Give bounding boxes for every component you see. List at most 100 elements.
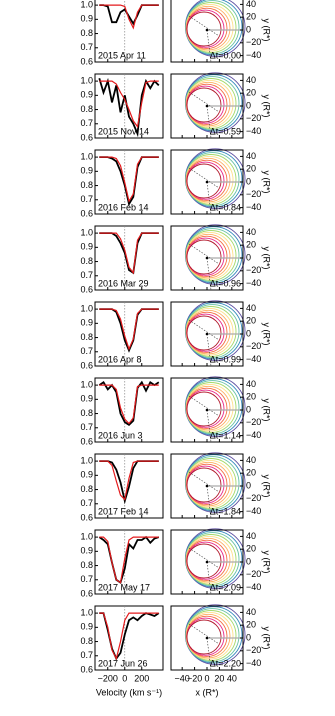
time-label: Δt=0.99 — [210, 354, 241, 364]
y-tick-label: 40 — [246, 303, 256, 313]
y-tick-label: −40 — [246, 430, 261, 440]
y-tick-label: 40 — [246, 531, 256, 541]
direction-line — [206, 637, 212, 671]
y-tick-label: 0 — [246, 100, 251, 110]
observed-line — [99, 156, 159, 207]
x-axis-title: Velocity (km s⁻¹) — [96, 687, 162, 697]
panel-frame — [94, 377, 164, 443]
time-label: Δt=1.84 — [210, 506, 241, 516]
y-tick-label: 0.9 — [80, 166, 93, 176]
date-label: 2016 Mar 29 — [98, 278, 149, 288]
direction-line — [188, 15, 220, 37]
model-line — [99, 4, 159, 30]
star-position — [205, 636, 209, 640]
date-label: 2015 Apr 11 — [98, 50, 146, 60]
model-line — [99, 232, 159, 275]
panel-frame — [94, 529, 164, 595]
y-tick-label: 1.0 — [80, 455, 93, 465]
y-tick-label: −20 — [246, 189, 261, 199]
y-tick-label: 0.9 — [80, 546, 93, 556]
y-tick-label: 0.6 — [80, 284, 93, 294]
direction-line — [188, 547, 220, 569]
direction-line — [188, 623, 220, 645]
panel-frame — [94, 149, 164, 215]
y-tick-label: 1.0 — [80, 531, 93, 541]
y-axis-title: y (R*) — [262, 19, 272, 42]
y-tick-label: 0.7 — [80, 194, 93, 204]
date-label: 2017 May 17 — [98, 582, 150, 592]
direction-line — [188, 91, 220, 113]
date-label: 2015 Nov 14 — [98, 126, 149, 136]
y-tick-label: 0 — [246, 328, 251, 338]
time-label: Δt=1.14 — [210, 430, 241, 440]
time-label: Δt=0.96 — [210, 278, 241, 288]
y-tick-label: 0.8 — [80, 28, 93, 38]
y-tick-label: 1.0 — [80, 303, 93, 313]
y-tick-label: 0.8 — [80, 636, 93, 646]
orbit-rings — [184, 452, 246, 513]
y-tick-label: 0.6 — [80, 664, 93, 674]
star-position — [205, 560, 209, 564]
x-axis-title: x (R*) — [196, 687, 219, 697]
y-axis-title: y (R*) — [262, 475, 272, 498]
y-tick-label: 0.8 — [80, 180, 93, 190]
y-tick-label: −20 — [246, 417, 261, 427]
y-tick-label: −40 — [246, 126, 261, 136]
y-tick-label: 40 — [246, 455, 256, 465]
y-tick-label: 40 — [246, 0, 256, 9]
direction-line — [206, 485, 212, 519]
orbit-rings — [184, 72, 246, 133]
model-line — [99, 612, 159, 661]
y-tick-label: 0.7 — [80, 650, 93, 660]
orbit-rings — [184, 0, 246, 57]
star-position — [205, 256, 209, 260]
y-tick-label: 1.0 — [80, 151, 93, 161]
y-tick-label: 0.8 — [80, 484, 93, 494]
y-tick-label: −40 — [246, 278, 261, 288]
direction-line — [188, 471, 220, 493]
y-tick-label: 0 — [246, 480, 251, 490]
date-label: 2017 Feb 14 — [98, 506, 149, 516]
y-axis-title: y (R*) — [262, 171, 272, 194]
time-label: Δt=0.59 — [210, 126, 241, 136]
y-axis-title: y (R*) — [262, 247, 272, 270]
y-tick-label: 0.9 — [80, 470, 93, 480]
y-tick-label: −40 — [246, 506, 261, 516]
y-tick-label: 0.7 — [80, 498, 93, 508]
y-tick-label: 0 — [246, 24, 251, 34]
x-tick-label: 0 — [204, 673, 209, 683]
y-tick-label: 20 — [246, 392, 256, 402]
x-tick-label: −200 — [98, 673, 118, 683]
x-tick-label: 0 — [122, 673, 127, 683]
y-tick-label: 1.0 — [80, 379, 93, 389]
direction-line — [206, 181, 212, 215]
y-tick-label: 1.0 — [80, 75, 93, 85]
direction-line — [206, 29, 212, 63]
y-tick-label: 0.7 — [80, 118, 93, 128]
y-tick-label: −20 — [246, 493, 261, 503]
date-label: 2016 Jun 3 — [98, 430, 143, 440]
x-tick-label: 200 — [134, 673, 149, 683]
orbit-rings — [184, 376, 246, 437]
y-tick-label: 0.6 — [80, 208, 93, 218]
direction-line — [188, 243, 220, 265]
orbit-rings — [184, 604, 246, 665]
y-tick-label: 0.9 — [80, 14, 93, 24]
y-tick-label: 0.9 — [80, 622, 93, 632]
y-tick-label: 1.0 — [80, 607, 93, 617]
y-tick-label: 0.8 — [80, 332, 93, 342]
star-position — [205, 104, 209, 108]
orbit-rings — [184, 300, 246, 361]
y-tick-label: 1.0 — [80, 227, 93, 237]
direction-line — [206, 409, 212, 443]
date-label: 2016 Apr 8 — [98, 354, 142, 364]
ring — [186, 391, 222, 427]
model-line — [99, 536, 159, 584]
y-tick-label: 0.9 — [80, 242, 93, 252]
panel-frame — [94, 225, 164, 291]
observed-line — [98, 380, 160, 427]
y-tick-label: 0.9 — [80, 318, 93, 328]
y-tick-label: 20 — [246, 468, 256, 478]
y-tick-label: 0.7 — [80, 346, 93, 356]
y-tick-label: −20 — [246, 37, 261, 47]
